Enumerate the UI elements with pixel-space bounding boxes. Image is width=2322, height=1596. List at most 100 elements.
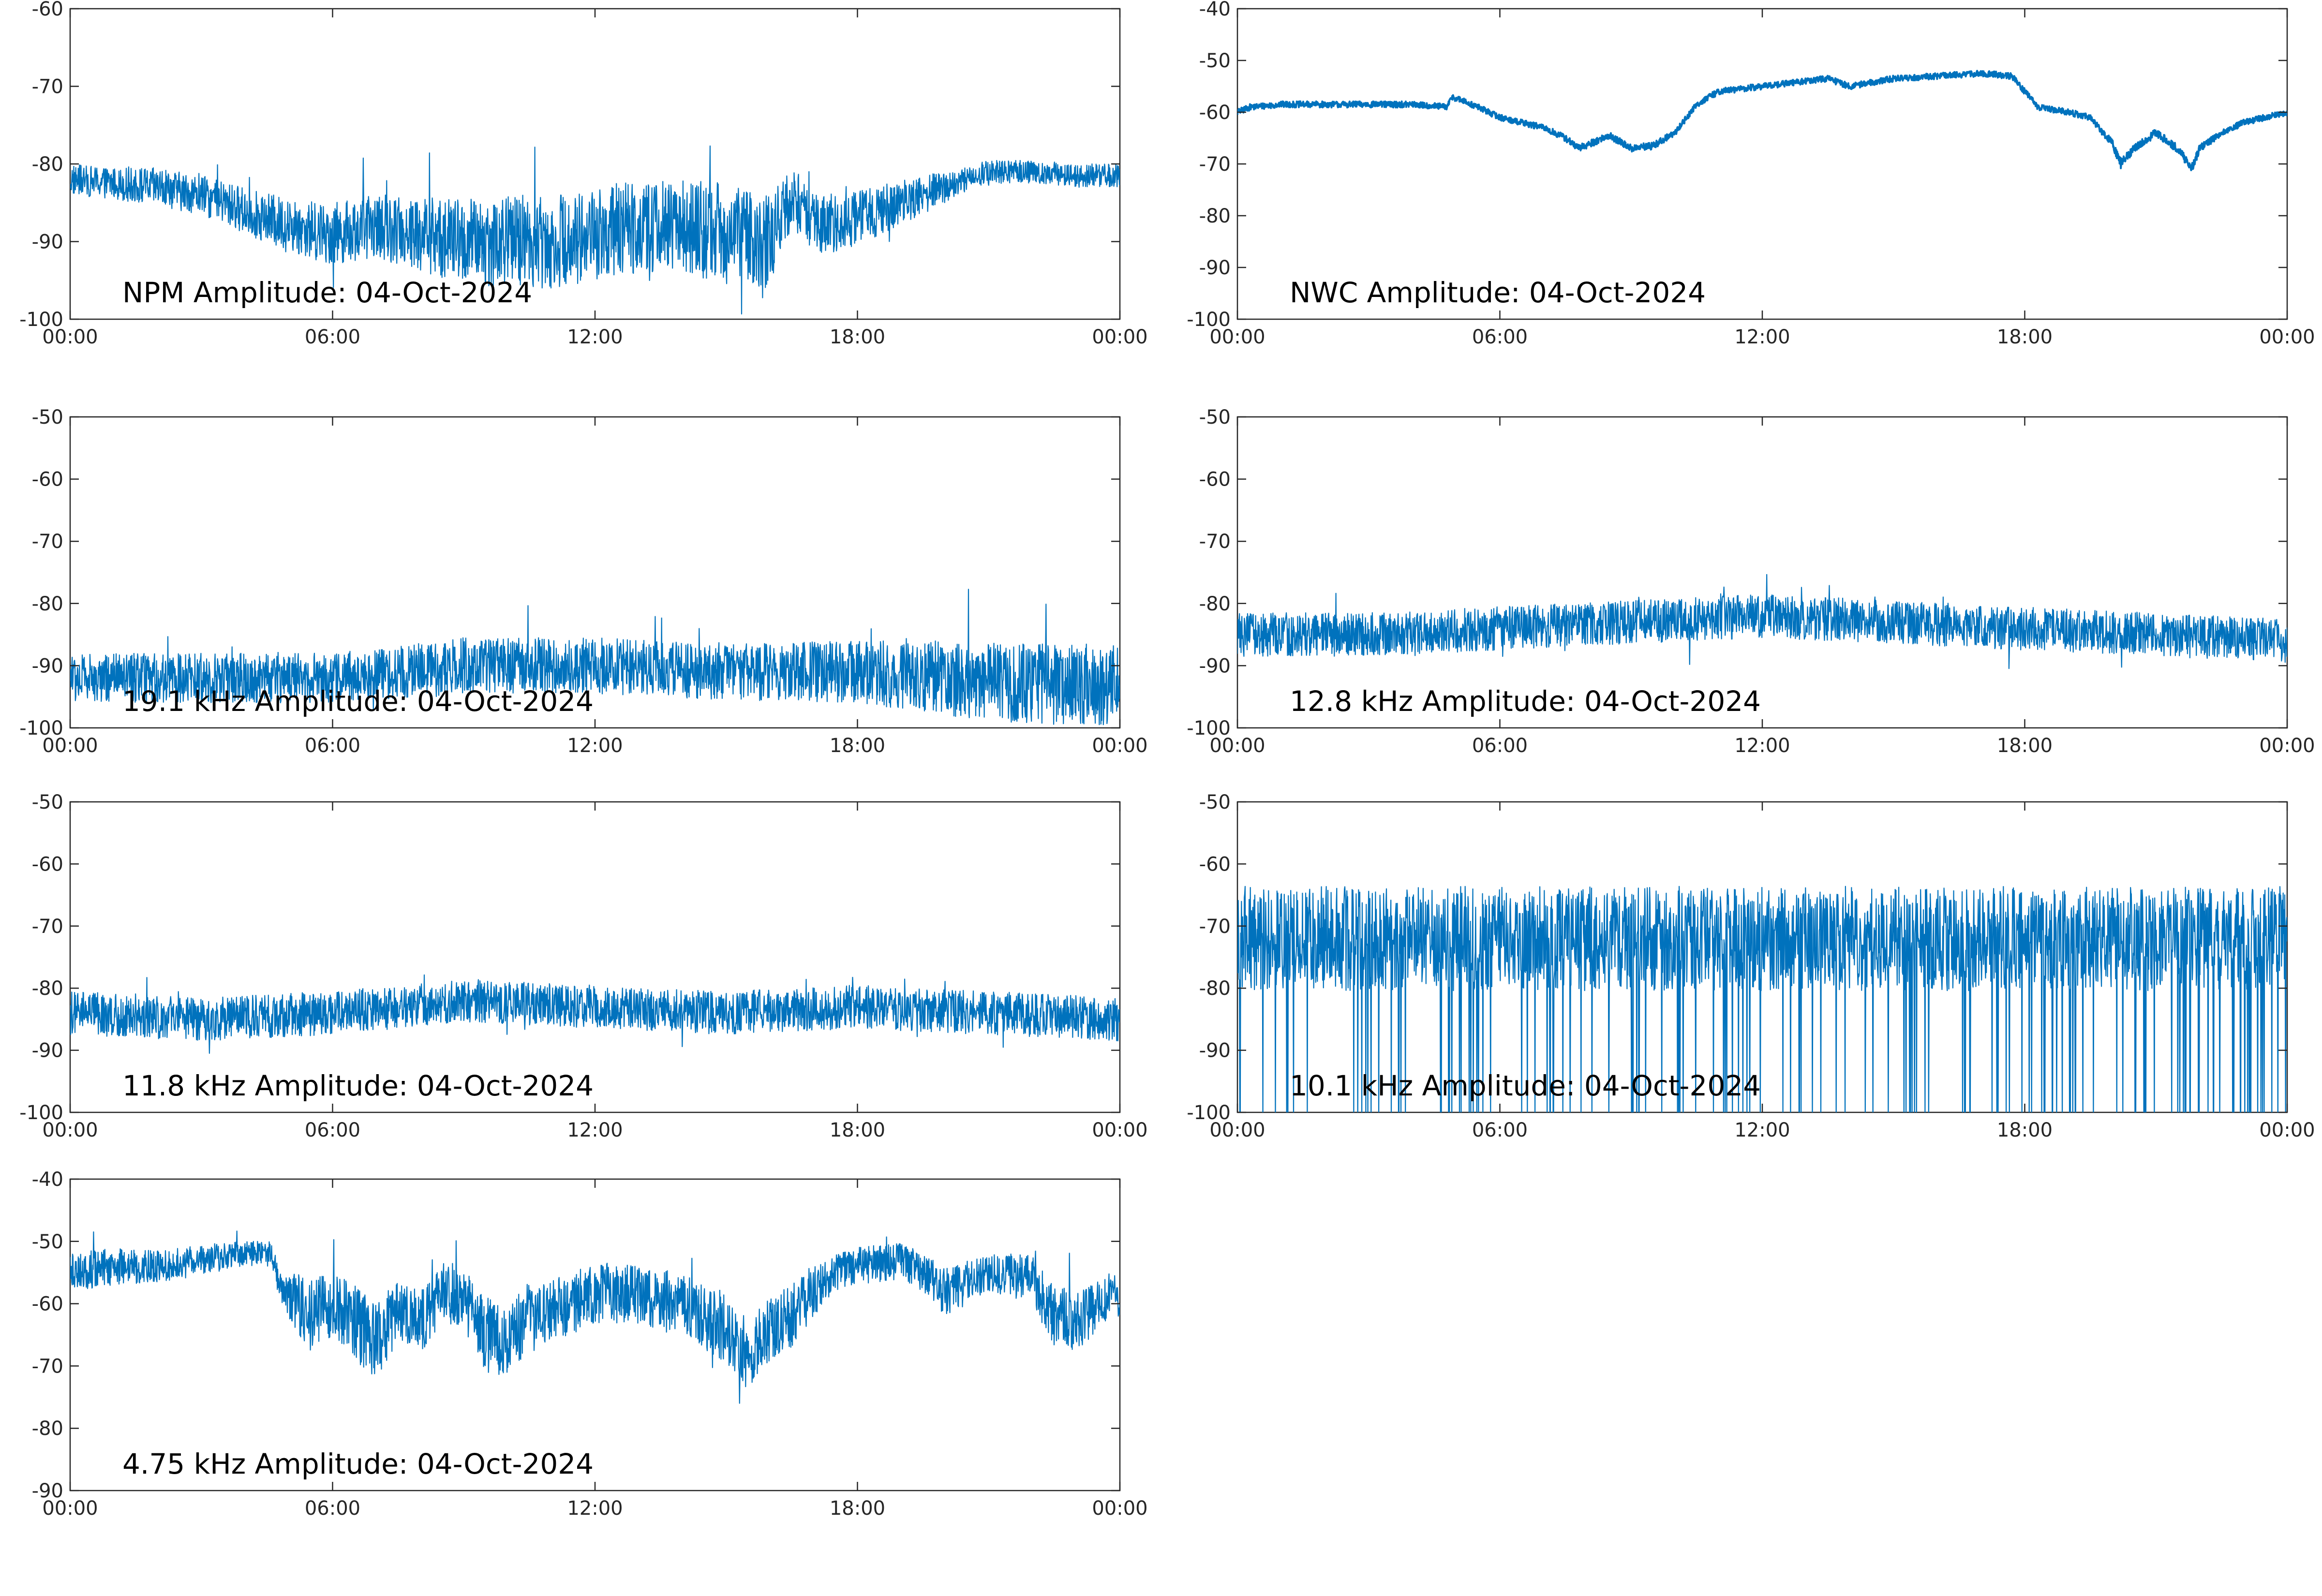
panel-4-75-khz: 00:00 06:00 12:00 18:00 00:00-90-80-70-60-50… — [32, 1168, 1148, 1520]
x-tick-label: 00:00 — [1092, 1497, 1147, 1520]
x-tick-label: 12:00 — [567, 1119, 623, 1141]
y-tick-label: -70 — [1199, 531, 1231, 553]
x-tick-label: 00:00 — [42, 1497, 98, 1520]
x-tick-label: 00:00 — [42, 1119, 98, 1141]
x-tick-label: 18:00 — [1997, 735, 2053, 757]
x-tick-label: 00:00 — [1092, 326, 1147, 348]
x-tick-label: 18:00 — [830, 735, 885, 757]
y-tick-label: -90 — [32, 1040, 63, 1062]
series-line — [70, 589, 1120, 725]
axes-frame — [69, 801, 1121, 1113]
y-tick-label: -100 — [19, 717, 63, 739]
y-tick-label: -40 — [32, 1168, 63, 1191]
panel-title: 11.8 kHz Amplitude: 04-Oct-2024 — [122, 1069, 594, 1102]
y-tick-label: -100 — [1187, 309, 1231, 331]
y-tick-label: -70 — [32, 76, 63, 98]
series-line — [1237, 574, 2287, 669]
x-tick-label: 06:00 — [305, 1497, 360, 1520]
x-tick-label: 00:00 — [1092, 735, 1147, 757]
y-tick-label: -70 — [1199, 153, 1231, 176]
x-tick-label: 06:00 — [1472, 326, 1528, 348]
y-tick-label: -80 — [32, 1418, 63, 1440]
y-tick-label: -100 — [1187, 717, 1231, 739]
y-tick-label: -80 — [32, 593, 63, 615]
panel-title: NPM Amplitude: 04-Oct-2024 — [122, 276, 532, 309]
series-line — [70, 145, 1120, 315]
x-tick-label: 06:00 — [1472, 735, 1528, 757]
y-tick-label: -80 — [1199, 205, 1231, 227]
x-tick-label: 06:00 — [305, 1119, 360, 1141]
y-tick-label: -70 — [1199, 916, 1231, 938]
y-tick-label: -90 — [32, 1480, 63, 1502]
y-tick-label: -50 — [32, 791, 63, 813]
x-tick-label: 00:00 — [1209, 326, 1265, 348]
panel-title: 19.1 kHz Amplitude: 04-Oct-2024 — [122, 685, 594, 718]
y-tick-label: -100 — [1187, 1102, 1231, 1124]
y-tick-label: -60 — [32, 1293, 63, 1315]
x-tick-label: 00:00 — [1209, 735, 1265, 757]
x-tick-label: 18:00 — [1997, 326, 2053, 348]
y-tick-label: -50 — [1199, 406, 1231, 429]
panel-npm: 00:00 06:00 12:00 18:00 00:00-100-90-80-70-6… — [19, 0, 1147, 348]
series-line — [70, 974, 1120, 1054]
y-tick-label: -90 — [32, 655, 63, 677]
panel-nwc: 00:00 06:00 12:00 18:00 00:00-100-90-80-70-6… — [1187, 0, 2315, 348]
x-tick-label: 00:00 — [2259, 1119, 2315, 1141]
panel-12-8-khz: 00:00 06:00 12:00 18:00 00:00-100-90-80-70-6… — [1187, 406, 2315, 757]
panel-title: 10.1 kHz Amplitude: 04-Oct-2024 — [1290, 1069, 1761, 1102]
x-tick-label: 00:00 — [42, 326, 98, 348]
x-tick-label: 06:00 — [305, 326, 360, 348]
x-tick-label: 18:00 — [830, 326, 885, 348]
y-tick-label: -40 — [1199, 0, 1231, 20]
y-tick-label: -80 — [1199, 593, 1231, 615]
axes-frame — [1236, 8, 2288, 320]
panel-10-1-khz: 00:00 06:00 12:00 18:00 00:00-100-90-80-70-6… — [1187, 791, 2315, 1141]
x-tick-label: 18:00 — [830, 1497, 885, 1520]
y-tick-label: -70 — [32, 531, 63, 553]
x-tick-label: 00:00 — [42, 735, 98, 757]
y-tick-label: -100 — [19, 309, 63, 331]
x-tick-label: 12:00 — [567, 326, 623, 348]
y-tick-label: -60 — [32, 853, 63, 875]
y-tick-label: -50 — [32, 406, 63, 429]
y-tick-label: -90 — [1199, 1040, 1231, 1062]
x-tick-label: 12:00 — [567, 735, 623, 757]
y-tick-label: -60 — [1199, 853, 1231, 875]
y-tick-label: -90 — [32, 231, 63, 253]
axes-frame — [69, 1178, 1121, 1492]
x-tick-label: 12:00 — [1734, 735, 1790, 757]
y-tick-label: -50 — [32, 1231, 63, 1253]
panel-11-8-khz: 00:00 06:00 12:00 18:00 00:00-100-90-80-70-6… — [19, 791, 1147, 1141]
y-tick-label: -90 — [1199, 257, 1231, 279]
y-tick-label: -70 — [32, 916, 63, 938]
panel-title: 4.75 kHz Amplitude: 04-Oct-2024 — [122, 1448, 594, 1480]
y-tick-label: -60 — [32, 0, 63, 20]
x-tick-label: 12:00 — [1734, 1119, 1790, 1141]
y-tick-label: -60 — [1199, 469, 1231, 491]
panel-title: 12.8 kHz Amplitude: 04-Oct-2024 — [1290, 685, 1761, 718]
series-line — [1237, 886, 2287, 1112]
series-line — [1237, 70, 2287, 171]
x-tick-label: 00:00 — [1092, 1119, 1147, 1141]
y-tick-label: -80 — [32, 153, 63, 176]
x-tick-label: 18:00 — [1997, 1119, 2053, 1141]
axes-frame — [69, 8, 1121, 320]
x-tick-label: 18:00 — [830, 1119, 885, 1141]
axes-frame — [1236, 416, 2288, 729]
y-tick-label: -80 — [1199, 977, 1231, 1000]
y-tick-label: -80 — [32, 977, 63, 1000]
y-tick-label: -60 — [32, 469, 63, 491]
y-tick-label: -90 — [1199, 655, 1231, 677]
x-tick-label: 00:00 — [2259, 735, 2315, 757]
x-tick-label: 12:00 — [567, 1497, 623, 1520]
x-tick-label: 06:00 — [1472, 1119, 1528, 1141]
x-tick-label: 06:00 — [305, 735, 360, 757]
panel-19-1-khz: 00:00 06:00 12:00 18:00 00:00-100-90-80-70-6… — [19, 406, 1147, 757]
y-tick-label: -50 — [1199, 50, 1231, 72]
y-tick-label: -70 — [32, 1355, 63, 1377]
y-tick-label: -50 — [1199, 791, 1231, 813]
x-tick-label: 12:00 — [1734, 326, 1790, 348]
x-tick-label: 00:00 — [1209, 1119, 1265, 1141]
y-tick-label: -60 — [1199, 102, 1231, 124]
